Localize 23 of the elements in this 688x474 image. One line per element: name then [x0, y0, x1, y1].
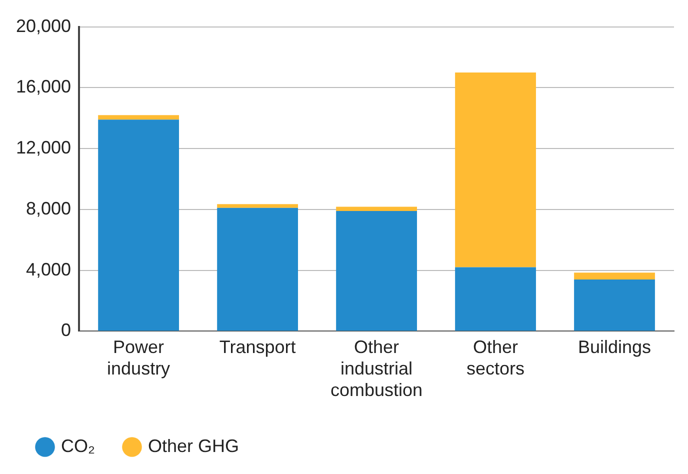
y-tick-label: 0 — [61, 320, 72, 340]
x-tick-label: Other sectors — [466, 336, 525, 379]
y-tick-label: 16,000 — [16, 76, 72, 97]
bar — [217, 208, 298, 331]
legend-label: CO₂ — [61, 436, 95, 456]
y-tick-label: 12,000 — [16, 138, 72, 158]
bar — [574, 279, 655, 331]
y-tick-label: 8,000 — [26, 198, 72, 218]
bar — [98, 120, 180, 331]
x-tick-label: Other industrial combustion — [330, 336, 423, 400]
bar — [455, 267, 536, 331]
x-tick-label: Buildings — [578, 336, 652, 357]
x-tick-label: Power industry — [107, 336, 170, 379]
legend-label: Other GHG — [148, 436, 240, 456]
bar — [336, 206, 417, 211]
x-tick-label: Transport — [219, 336, 296, 357]
bar — [98, 115, 180, 120]
bar — [574, 272, 655, 280]
y-tick-label: 4,000 — [26, 259, 72, 280]
bar — [336, 210, 417, 331]
bar — [455, 72, 536, 268]
y-tick-label: 20,000 — [16, 16, 72, 36]
bar — [217, 204, 298, 208]
